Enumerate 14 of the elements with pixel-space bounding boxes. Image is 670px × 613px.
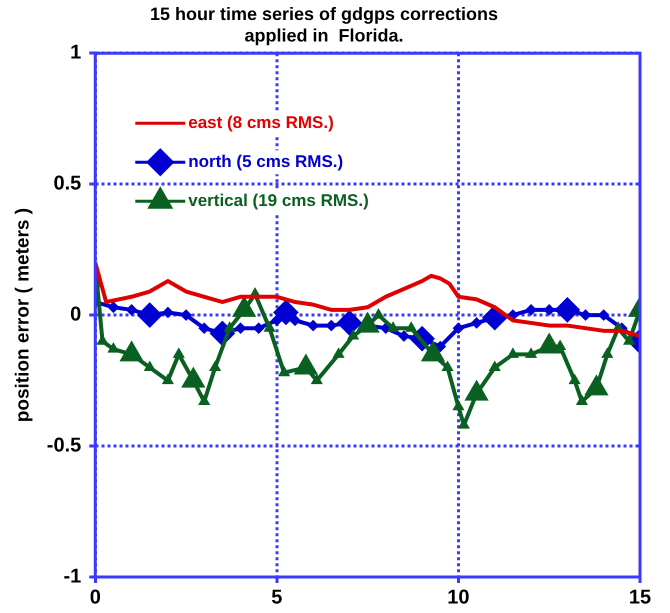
legend-label: north (5 cms RMS.) bbox=[188, 152, 344, 171]
y-tick-label: -0.5 bbox=[46, 434, 82, 457]
y-axis-title: position error ( meters ) bbox=[12, 208, 34, 422]
y-tick-label: 1 bbox=[70, 42, 82, 64]
chart-title: 15 hour time series of gdgps corrections applied in Florida. bbox=[150, 4, 498, 46]
x-tick-label: 10 bbox=[447, 586, 470, 609]
x-tick-label: 15 bbox=[628, 586, 652, 609]
y-tick-label: 0.5 bbox=[53, 172, 82, 195]
legend-label: vertical (19 cms RMS.) bbox=[188, 190, 369, 210]
y-tick-label: 0 bbox=[70, 304, 82, 326]
x-tick-label: 0 bbox=[90, 586, 101, 609]
legend-label: east (8 cms RMS.) bbox=[188, 112, 334, 132]
x-tick-label: 5 bbox=[271, 586, 282, 609]
y-tick-label: -1 bbox=[63, 566, 82, 588]
